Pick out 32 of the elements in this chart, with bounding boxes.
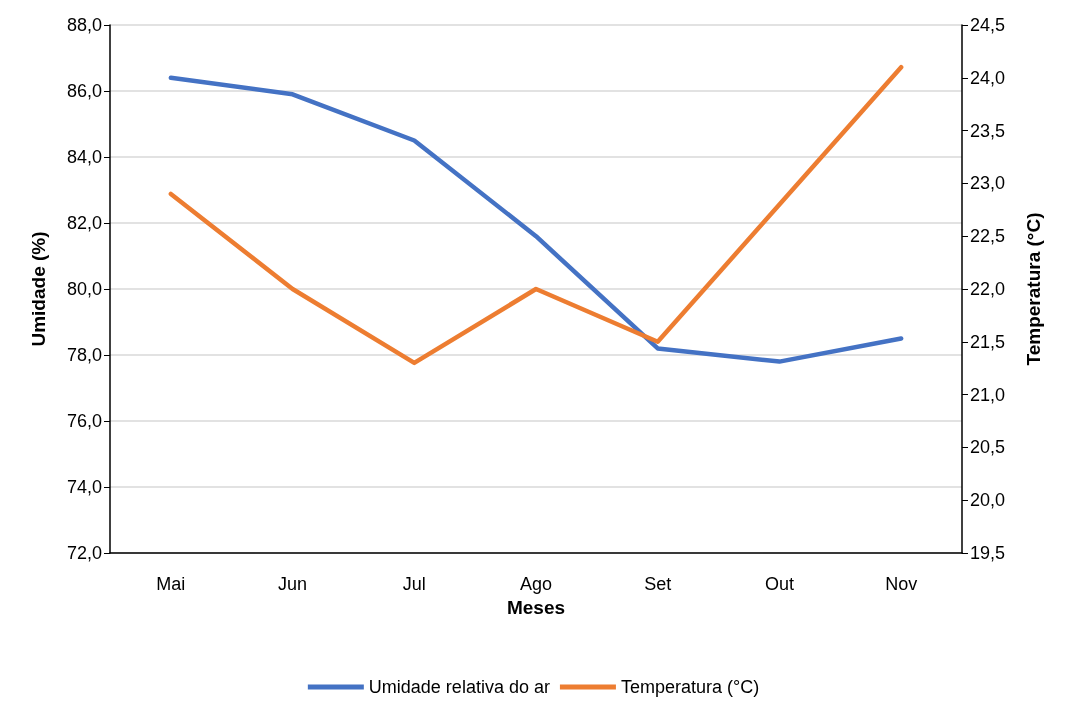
y2-tick-label: 23,0: [970, 173, 1006, 194]
y-axis-title: Umidade (%): [28, 231, 49, 347]
y-tick-label: 80,0: [66, 279, 102, 299]
y-tick-label: 82,0: [66, 213, 102, 233]
y-tick-label: 72,0: [66, 543, 102, 563]
y2-tick-label: 24,5: [970, 15, 1006, 35]
x-tick-label: Jun: [278, 574, 308, 594]
y2-tick-label: 21,5: [970, 331, 1006, 352]
y-tick-label: 78,0: [66, 345, 102, 365]
x-tick-label: Jul: [402, 574, 426, 594]
y2-tick-label: 22,0: [970, 279, 1006, 299]
x-tick-label: Mai: [156, 574, 186, 594]
x-tick-label: Nov: [885, 574, 918, 594]
y2-tick-label: 21,0: [970, 384, 1006, 405]
y2-axis-title: Temperatura (°C): [1023, 212, 1044, 366]
y2-tick-label: 19,5: [970, 543, 1006, 563]
y2-tick-label: 23,5: [970, 120, 1006, 141]
y-tick-label: 88,0: [66, 15, 102, 35]
y-tick-label: 76,0: [66, 411, 102, 431]
y2-tick-label: 20,0: [970, 490, 1006, 511]
legend-label: Umidade relativa do ar: [368, 677, 550, 697]
y2-tick-label: 22,5: [970, 226, 1006, 247]
y2-tick-label: 24,0: [970, 67, 1006, 88]
y-tick-label: 74,0: [66, 477, 102, 497]
y-tick-label: 86,0: [66, 81, 102, 101]
x-tick-label: Set: [644, 574, 672, 594]
y2-tick-label: 20,5: [970, 437, 1006, 458]
x-axis-title: Meses: [506, 596, 566, 618]
legend-label: Temperatura (°C): [620, 677, 760, 697]
x-tick-label: Out: [764, 574, 794, 594]
x-tick-label: Ago: [519, 574, 553, 594]
y-tick-label: 84,0: [66, 147, 102, 167]
